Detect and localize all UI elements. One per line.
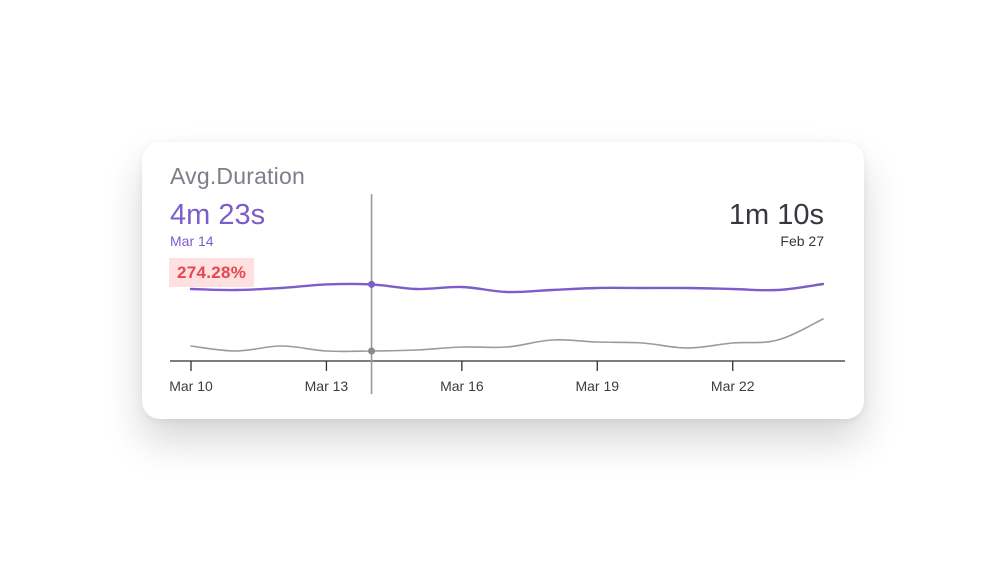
card-title: Avg.Duration — [170, 163, 305, 189]
change-badge: 274.28% — [169, 258, 255, 287]
current-hover-point — [368, 280, 376, 288]
x-tick-label: Mar 22 — [711, 378, 755, 394]
previous-hover-point — [368, 347, 376, 355]
compare-value: 1m 10s — [728, 199, 824, 231]
previous-series-line — [190, 318, 824, 353]
duration-chart[interactable]: Mar 10 Mar 13 Mar 16 Mar 19 Mar 22 — [142, 142, 864, 419]
current-series-line — [189, 282, 825, 294]
current-date: Mar 14 — [170, 233, 214, 249]
x-tick-label: Mar 19 — [575, 378, 619, 394]
x-tick-label: Mar 16 — [440, 378, 484, 394]
x-tick-label: Mar 13 — [305, 378, 349, 394]
chart-layer: Mar 10 Mar 13 Mar 16 Mar 19 Mar 22 — [169, 194, 845, 394]
current-value: 4m 23s — [170, 199, 266, 231]
compare-date: Feb 27 — [780, 233, 824, 249]
x-tick-label: Mar 10 — [169, 378, 213, 394]
avg-duration-card: Avg.Duration 4m 23s Mar 14 274.28% 1m 10… — [142, 142, 864, 419]
